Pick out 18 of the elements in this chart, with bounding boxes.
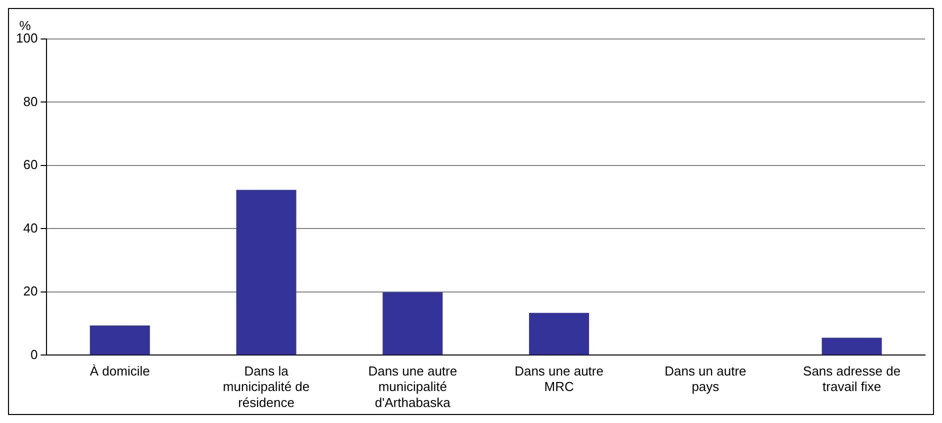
y-tick-label: 60 — [23, 157, 38, 172]
bar — [382, 292, 443, 355]
y-tick-label: 0 — [30, 346, 38, 362]
y-tick-label: 20 — [23, 284, 38, 299]
bar — [822, 338, 882, 355]
x-tick-label: Sans adresse de travail fixe — [803, 364, 901, 394]
bar — [236, 190, 296, 355]
y-tick-label: 100 — [16, 30, 38, 46]
bar — [529, 312, 590, 355]
x-tick-label: Dans une autre municipalité d'Arthabaska — [368, 364, 458, 410]
y-tick-label: 40 — [23, 220, 38, 236]
x-tick-label: À domicile — [90, 364, 150, 379]
x-tick-label: Dans un autre pays — [664, 364, 746, 394]
y-axis-title: % — [19, 18, 32, 34]
x-tick-label: Dans une autre MRC — [514, 364, 604, 394]
bar — [90, 325, 150, 355]
x-tick-label: Dans la municipalité de résidence — [222, 364, 310, 410]
y-tick-label: 80 — [23, 94, 38, 109]
